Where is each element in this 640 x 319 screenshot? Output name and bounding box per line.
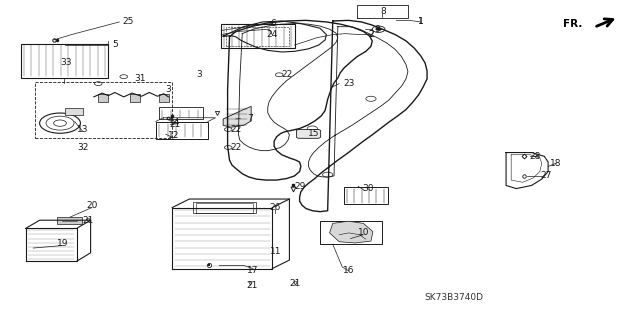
Bar bbox=[156, 122, 208, 139]
Text: 28: 28 bbox=[530, 152, 541, 161]
Text: 15: 15 bbox=[308, 129, 319, 138]
Text: 10: 10 bbox=[358, 228, 369, 237]
Text: 1: 1 bbox=[418, 18, 424, 26]
Text: 6: 6 bbox=[270, 19, 276, 28]
Text: 3: 3 bbox=[196, 70, 202, 79]
Text: 5: 5 bbox=[112, 40, 118, 48]
Text: 26: 26 bbox=[269, 203, 281, 212]
Text: 21: 21 bbox=[169, 120, 180, 129]
Bar bbox=[65, 108, 83, 115]
Bar bbox=[58, 217, 82, 224]
Circle shape bbox=[372, 26, 385, 33]
Bar bbox=[320, 220, 383, 244]
Text: 22: 22 bbox=[281, 70, 292, 79]
Text: 29: 29 bbox=[294, 182, 305, 191]
Bar bbox=[159, 107, 203, 119]
Text: 3: 3 bbox=[166, 85, 172, 94]
Polygon shape bbox=[223, 106, 251, 127]
Text: 2: 2 bbox=[368, 30, 374, 39]
Text: 8: 8 bbox=[381, 7, 387, 16]
Text: 30: 30 bbox=[362, 184, 374, 193]
Text: 17: 17 bbox=[247, 266, 259, 275]
Bar bbox=[193, 202, 256, 213]
Text: 24: 24 bbox=[267, 30, 278, 39]
Bar bbox=[20, 44, 108, 78]
Text: 13: 13 bbox=[77, 125, 89, 134]
Text: SK73B3740D: SK73B3740D bbox=[424, 293, 483, 301]
Text: 32: 32 bbox=[77, 143, 89, 152]
Text: 21: 21 bbox=[289, 279, 301, 288]
Text: 12: 12 bbox=[168, 131, 179, 140]
Circle shape bbox=[307, 126, 317, 131]
Text: 27: 27 bbox=[541, 171, 552, 181]
Text: 14: 14 bbox=[169, 118, 180, 127]
Text: 19: 19 bbox=[57, 239, 68, 248]
Text: 18: 18 bbox=[550, 159, 561, 168]
Text: 22: 22 bbox=[230, 143, 241, 152]
Bar bbox=[99, 94, 108, 102]
Bar bbox=[344, 187, 388, 204]
Bar bbox=[130, 94, 140, 102]
Text: 25: 25 bbox=[122, 18, 133, 26]
Polygon shape bbox=[330, 221, 373, 243]
Circle shape bbox=[376, 28, 382, 31]
Bar bbox=[35, 82, 172, 138]
Text: 9: 9 bbox=[374, 25, 380, 34]
Text: 7: 7 bbox=[247, 114, 253, 123]
Circle shape bbox=[323, 172, 333, 177]
Text: 2: 2 bbox=[368, 30, 374, 39]
Bar bbox=[221, 25, 294, 48]
Text: 21: 21 bbox=[246, 281, 257, 290]
Text: 11: 11 bbox=[269, 247, 281, 256]
Bar bbox=[159, 94, 169, 102]
FancyBboxPatch shape bbox=[296, 130, 321, 138]
Circle shape bbox=[366, 96, 376, 101]
Text: 22: 22 bbox=[230, 125, 241, 134]
Text: 33: 33 bbox=[61, 58, 72, 67]
Text: 16: 16 bbox=[343, 266, 355, 275]
Text: 21: 21 bbox=[83, 216, 93, 225]
Text: 1: 1 bbox=[418, 18, 424, 26]
Text: 23: 23 bbox=[343, 79, 355, 88]
Text: 31: 31 bbox=[134, 74, 146, 83]
Text: 20: 20 bbox=[86, 201, 97, 210]
Text: FR.: FR. bbox=[563, 19, 582, 29]
